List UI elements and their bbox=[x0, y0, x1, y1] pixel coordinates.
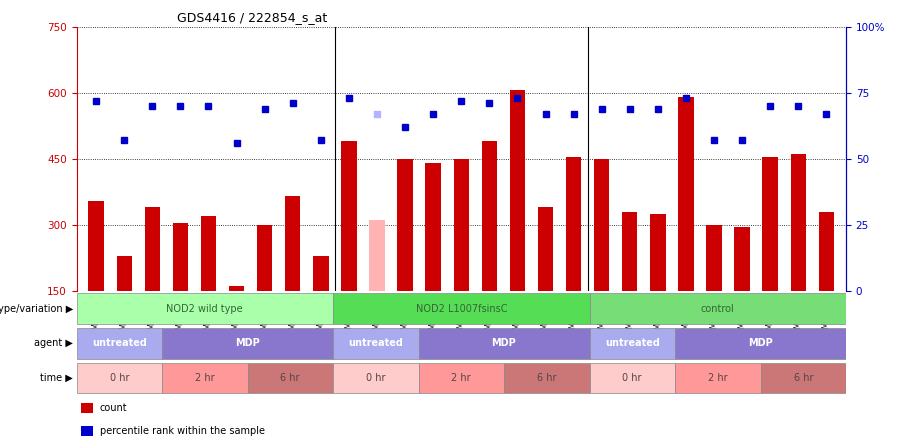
Bar bbox=[650, 214, 666, 291]
Bar bbox=[426, 163, 441, 291]
Bar bbox=[706, 225, 722, 291]
Text: 6 hr: 6 hr bbox=[281, 373, 300, 383]
Bar bbox=[333, 363, 418, 393]
Text: NOD2 wild type: NOD2 wild type bbox=[166, 304, 243, 314]
Bar bbox=[341, 141, 356, 291]
Bar bbox=[454, 159, 469, 291]
Text: MDP: MDP bbox=[235, 338, 260, 349]
Bar bbox=[762, 157, 778, 291]
Bar bbox=[590, 293, 846, 324]
Bar bbox=[76, 363, 162, 393]
Bar bbox=[734, 227, 750, 291]
Bar bbox=[248, 363, 333, 393]
Bar bbox=[622, 212, 637, 291]
Bar bbox=[333, 293, 590, 324]
Bar bbox=[76, 328, 162, 359]
Text: 0 hr: 0 hr bbox=[110, 373, 129, 383]
Text: GDS4416 / 222854_s_at: GDS4416 / 222854_s_at bbox=[177, 11, 327, 24]
Bar bbox=[590, 363, 675, 393]
Bar bbox=[418, 328, 590, 359]
Bar bbox=[313, 256, 328, 291]
Bar bbox=[482, 141, 497, 291]
Bar bbox=[594, 159, 609, 291]
Text: count: count bbox=[100, 403, 128, 413]
Text: percentile rank within the sample: percentile rank within the sample bbox=[100, 426, 265, 436]
Text: control: control bbox=[701, 304, 734, 314]
Bar bbox=[76, 293, 333, 324]
Bar bbox=[88, 201, 104, 291]
Bar bbox=[145, 207, 160, 291]
Text: NOD2 L1007fsinsC: NOD2 L1007fsinsC bbox=[416, 304, 507, 314]
Text: genotype/variation ▶: genotype/variation ▶ bbox=[0, 304, 73, 314]
Text: untreated: untreated bbox=[348, 338, 403, 349]
Bar bbox=[504, 363, 590, 393]
Bar bbox=[162, 328, 333, 359]
Bar bbox=[790, 155, 806, 291]
Text: 2 hr: 2 hr bbox=[708, 373, 727, 383]
Bar bbox=[162, 363, 248, 393]
Text: 6 hr: 6 hr bbox=[794, 373, 813, 383]
Bar bbox=[760, 363, 846, 393]
Text: 0 hr: 0 hr bbox=[366, 373, 385, 383]
Bar bbox=[201, 216, 216, 291]
Bar bbox=[590, 328, 675, 359]
Bar bbox=[538, 207, 554, 291]
Text: time ▶: time ▶ bbox=[40, 373, 73, 383]
Text: 2 hr: 2 hr bbox=[452, 373, 471, 383]
Bar bbox=[285, 196, 301, 291]
Text: 6 hr: 6 hr bbox=[537, 373, 556, 383]
Bar bbox=[116, 256, 132, 291]
Bar bbox=[256, 225, 273, 291]
Bar bbox=[679, 97, 694, 291]
Text: untreated: untreated bbox=[92, 338, 147, 349]
Text: MDP: MDP bbox=[748, 338, 773, 349]
Bar bbox=[229, 286, 244, 291]
Bar bbox=[173, 222, 188, 291]
Text: untreated: untreated bbox=[605, 338, 660, 349]
Text: agent ▶: agent ▶ bbox=[34, 338, 73, 349]
Text: MDP: MDP bbox=[491, 338, 517, 349]
Bar bbox=[675, 363, 760, 393]
Bar bbox=[819, 212, 834, 291]
Text: 2 hr: 2 hr bbox=[195, 373, 214, 383]
Bar bbox=[333, 328, 418, 359]
Bar bbox=[566, 157, 581, 291]
Bar bbox=[398, 159, 413, 291]
Bar bbox=[509, 91, 525, 291]
Bar bbox=[675, 328, 846, 359]
Bar bbox=[369, 220, 384, 291]
Text: 0 hr: 0 hr bbox=[623, 373, 642, 383]
Bar bbox=[418, 363, 504, 393]
